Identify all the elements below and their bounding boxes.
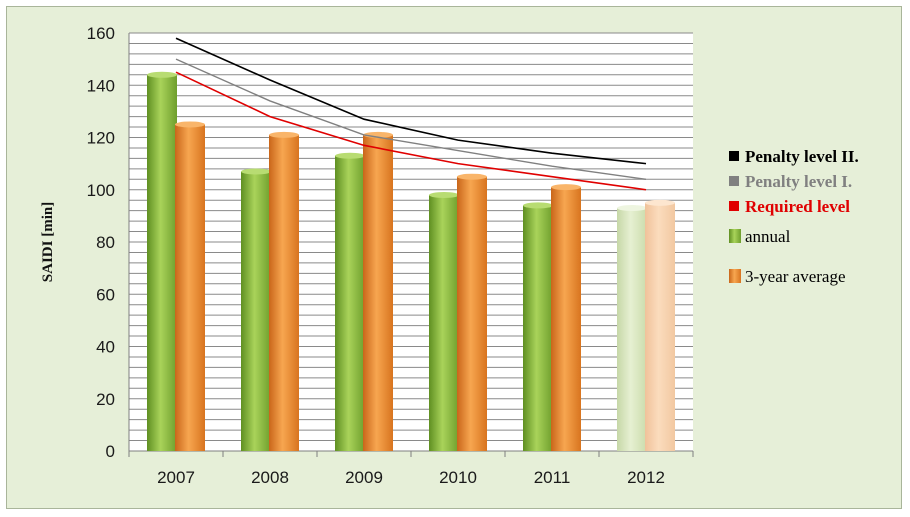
y-tick-label: 0	[106, 442, 115, 461]
bar-3-year-average	[457, 176, 487, 451]
legend: Penalty level II. Penalty level I. Require…	[729, 147, 859, 286]
y-tick-label: 160	[87, 24, 115, 43]
x-tick-label: 2007	[157, 468, 195, 487]
legend-3-year-average-swatch	[729, 269, 741, 283]
x-tick-label: 2010	[439, 468, 477, 487]
legend-penalty-level-ii-label: Penalty level II.	[745, 147, 859, 166]
y-tick-label: 120	[87, 129, 115, 148]
legend-annual-label: annual	[745, 227, 791, 246]
bar-cap	[617, 205, 647, 212]
penalty-level-i-line	[175, 58, 647, 180]
bar-cap	[269, 131, 299, 138]
legend-penalty-level-i-label: Penalty level I.	[745, 172, 852, 191]
y-tick-label: 20	[96, 390, 115, 409]
legend-penalty-level-ii-swatch	[729, 151, 739, 161]
legend-annual-swatch	[729, 229, 741, 243]
lines	[175, 37, 647, 191]
y-tick-label: 40	[96, 338, 115, 357]
bar-annual	[617, 208, 647, 451]
x-tick-label: 2008	[251, 468, 289, 487]
penalty-level-ii-line	[175, 37, 647, 165]
bar-3-year-average	[645, 202, 675, 451]
bar-cap	[335, 152, 365, 159]
y-tick-label: 60	[96, 285, 115, 304]
gridlines	[129, 32, 693, 442]
chart-frame: 0 20 40 60 80 100 120 140 160 2007 2008 2009 2010 201…	[6, 6, 902, 509]
bar-cap	[147, 71, 177, 78]
bar-annual	[523, 205, 553, 451]
x-tick-label: 2011	[534, 468, 571, 487]
bar-cap	[175, 121, 205, 128]
bar-cap	[429, 191, 459, 198]
y-tick-label: 100	[87, 181, 115, 200]
bar-cap	[241, 168, 271, 175]
bar-cap	[457, 173, 487, 180]
bar-3-year-average	[175, 124, 205, 451]
bar-3-year-average	[269, 134, 299, 451]
legend-required-level-label: Required level	[745, 197, 850, 216]
bar-annual	[147, 74, 177, 452]
legend-required-level-swatch	[729, 201, 739, 211]
y-tick-label: 140	[87, 76, 115, 95]
bar-3-year-average	[551, 187, 581, 451]
y-tick-label: 80	[96, 233, 115, 252]
x-tick-label: 2009	[345, 468, 383, 487]
bars	[147, 71, 675, 452]
legend-penalty-level-i-swatch	[729, 176, 739, 186]
chart-svg: 0 20 40 60 80 100 120 140 160 2007 2008 2009 2010 201…	[40, 24, 859, 487]
bar-annual	[335, 155, 365, 451]
y-axis-title: SAIDI [min]	[40, 202, 56, 282]
legend-3-year-average-label: 3-year average	[745, 267, 846, 286]
tick-labels: 0 20 40 60 80 100 120 140 160 2007 2008 2009 2010 201…	[87, 24, 665, 487]
bar-cap	[523, 202, 553, 209]
bar-annual	[241, 171, 271, 451]
bar-annual	[429, 194, 459, 451]
axes	[128, 33, 694, 457]
bar-cap	[645, 199, 675, 206]
bar-cap	[551, 184, 581, 191]
bar-3-year-average	[363, 134, 393, 451]
x-tick-label: 2012	[627, 468, 665, 487]
required-level-line	[175, 71, 647, 191]
